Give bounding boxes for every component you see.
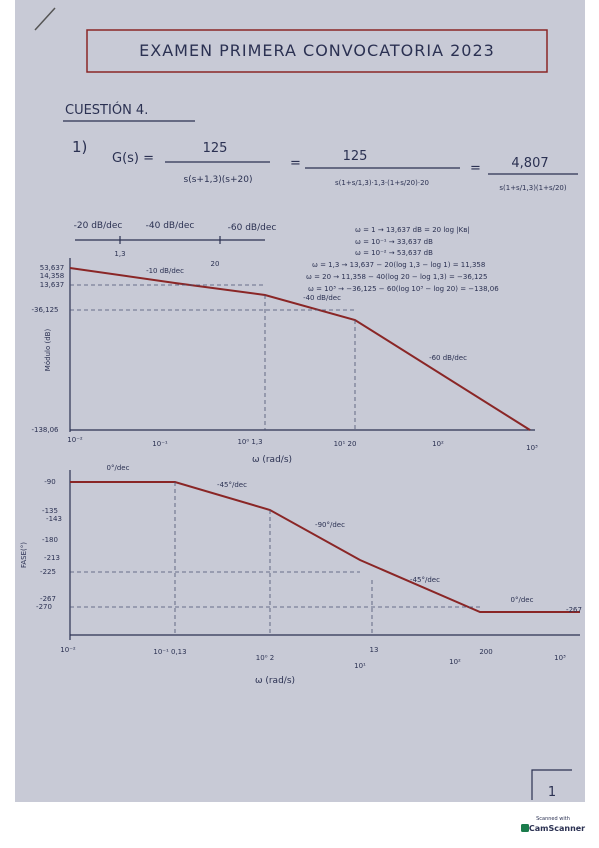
title: EXAMEN PRIMERA CONVOCATORIA 2023: [139, 41, 495, 60]
y-tick-label: 14,358: [40, 272, 65, 280]
note: ω = 1,3 → 13,637 − 20(log 1,3 − log 1) =…: [312, 261, 485, 269]
eq-sign: =: [290, 156, 301, 171]
break: 1,3: [114, 250, 125, 258]
item: 1): [72, 138, 87, 156]
y-tick-label: -143: [46, 515, 62, 523]
break: 20: [211, 260, 220, 268]
x-tick-label: 10⁻¹: [152, 440, 168, 448]
annotation: 0°/dec: [511, 596, 534, 604]
x-tick-label: 10⁻²: [67, 436, 83, 444]
x-tick-label: 10⁰ 1,3: [237, 438, 262, 446]
page-number: 1: [548, 785, 556, 800]
x-tick-label: 10²: [449, 658, 461, 666]
paper: [15, 0, 585, 802]
x-tick-label: 13: [370, 646, 379, 654]
page-box: [531, 769, 572, 800]
y-tick-label: -213: [44, 554, 60, 562]
section: CUESTIÓN 4.: [65, 102, 148, 118]
title-box: [86, 29, 548, 73]
eq-den: s(s+1,3)(s+20): [184, 175, 253, 185]
x-tick-label: 10¹: [354, 662, 366, 670]
eq-num: 125: [203, 141, 228, 156]
eq-den: s(1+s/1,3)·1,3·(1+s/20)·20: [335, 179, 429, 187]
annotation: -90°/dec: [315, 521, 345, 529]
eq-lhs: G(s) =: [112, 151, 154, 166]
eq-num: 125: [343, 149, 368, 164]
note: ω = 10⁻¹ → 33,637 dB: [355, 238, 433, 246]
x-axis-label: ω (rad/s): [255, 676, 295, 686]
y-tick-label: 13,637: [40, 281, 65, 289]
note: ω = 10³ → −36,125 − 60(log 10³ − log 20)…: [308, 285, 499, 293]
note: ω = 1 → 13,637 dB = 20 log |Kв|: [355, 226, 470, 234]
y-tick-label: -270: [36, 603, 52, 611]
note: ω = 10⁻² → 53,637 dB: [355, 249, 433, 257]
eq-den: s(1+s/1,3)(1+s/20): [499, 184, 567, 192]
pen-stroke: [34, 7, 56, 31]
y-tick-label: -267: [40, 595, 56, 603]
annotation: -40 dB/dec: [303, 294, 341, 302]
right-label: -267: [566, 606, 582, 614]
watermark-line: Scanned with: [536, 816, 570, 822]
slope: -40 dB/dec: [146, 221, 195, 231]
logo: [521, 824, 529, 832]
y-tick-label: -90: [44, 478, 55, 486]
annotation: 0°/dec: [107, 464, 130, 472]
x-tick-label: 10⁻¹ 0,13: [153, 648, 186, 656]
note: ω = 20 → 11,358 − 40(log 20 − log 1,3) =…: [306, 273, 487, 281]
y-tick-label: -225: [40, 568, 56, 576]
x-tick-label: 10²: [432, 440, 444, 448]
x-tick-label: 10¹ 20: [334, 440, 357, 448]
x-tick-label: 10⁻²: [60, 646, 76, 654]
eq-sign: =: [470, 161, 481, 176]
y-axis-label: FASE(°): [20, 542, 28, 568]
phase-curve: [70, 481, 580, 613]
annotation: -10 dB/dec: [146, 267, 184, 275]
x-tick-label: 10⁰ 2: [256, 654, 274, 662]
y-tick-label: 53,637: [40, 264, 65, 272]
x-tick-label: 200: [479, 648, 492, 656]
watermark-brand: CamScanner: [529, 824, 585, 833]
x-tick-label: 10³: [554, 654, 566, 662]
y-axis-label: Módulo (dB): [44, 329, 52, 372]
eq-num: 4,807: [511, 156, 548, 171]
y-tick-label: -138,06: [31, 426, 59, 434]
annotation: -45°/dec: [410, 576, 440, 584]
x-tick-label: 10³: [526, 444, 538, 452]
slope: -20 dB/dec: [74, 221, 123, 231]
annotation: -60 dB/dec: [429, 354, 467, 362]
x-axis-label: ω (rad/s): [252, 455, 292, 465]
slope: -60 dB/dec: [228, 223, 277, 233]
y-tick-label: -180: [42, 536, 58, 544]
annotation: -45°/dec: [217, 481, 247, 489]
y-tick-label: -36,125: [31, 306, 58, 314]
y-tick-label: -135: [42, 507, 58, 515]
